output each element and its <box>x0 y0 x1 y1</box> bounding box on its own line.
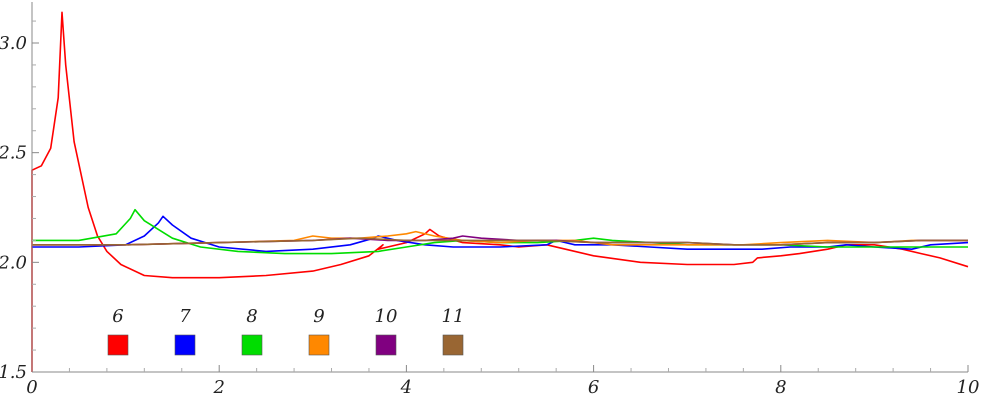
legend-swatch-8 <box>241 334 263 356</box>
ticks-layer: 0 2 4 6 8 10 1.5 2.0 2.5 3.0 <box>0 20 980 398</box>
legend-label-6: 6 <box>112 306 123 327</box>
legend-label-7: 7 <box>179 306 191 327</box>
y-tick-label: 2.0 <box>0 252 27 273</box>
series-line-9 <box>32 230 968 246</box>
legend-swatch-9 <box>308 334 330 356</box>
legend-label-9: 9 <box>313 306 324 327</box>
x-tick-label: 4 <box>400 377 412 398</box>
x-tick-label: 6 <box>588 377 599 398</box>
legend-swatch-11 <box>442 334 464 356</box>
x-tick-label: 0 <box>26 377 37 398</box>
legend-swatch-6 <box>107 334 129 356</box>
series-line-6 <box>31 11 969 372</box>
y-tick-label: 2.5 <box>0 143 27 164</box>
legend: 6 7 8 9 10 11 <box>107 306 465 356</box>
series-layer <box>31 11 969 372</box>
legend-label-11: 11 <box>442 306 465 327</box>
x-tick-label: 8 <box>775 377 786 398</box>
series-line-11 <box>32 237 968 246</box>
axes-layer <box>31 2 968 373</box>
y-tick-label: 3.0 <box>0 33 27 54</box>
legend-label-8: 8 <box>246 306 257 327</box>
x-tick-label: 2 <box>212 377 224 398</box>
series-line-7 <box>32 215 969 253</box>
legend-swatch-7 <box>174 334 196 356</box>
legend-swatch-10 <box>375 334 397 356</box>
legend-label-10: 10 <box>375 306 398 327</box>
x-tick-label: 10 <box>957 377 980 398</box>
y-tick-label: 1.5 <box>0 362 27 383</box>
